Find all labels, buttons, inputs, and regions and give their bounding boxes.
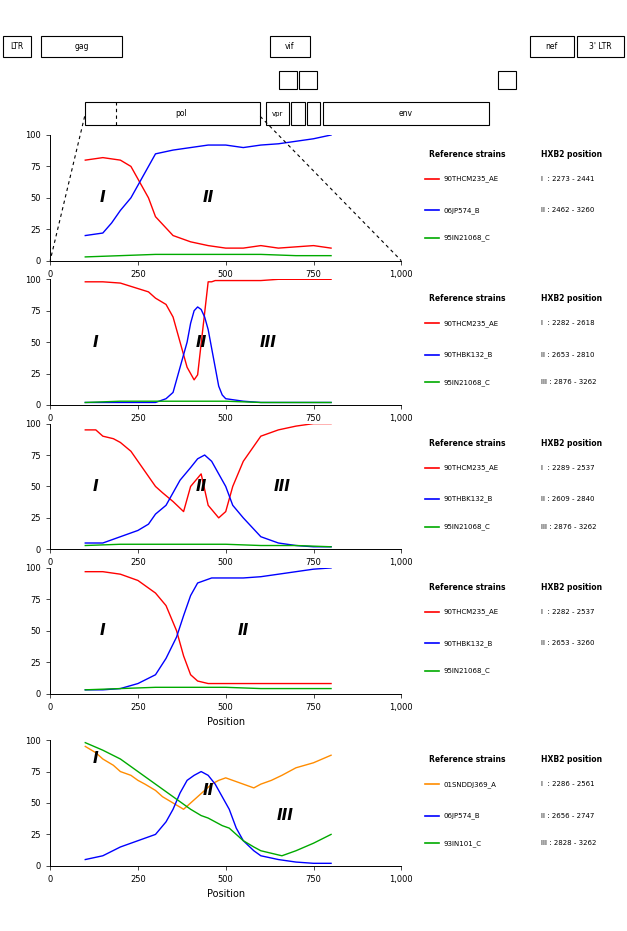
Text: 90THCM235_AE: 90THCM235_AE [443,609,498,615]
Text: HXB2 position: HXB2 position [542,294,603,304]
Text: gag: gag [74,42,89,51]
Bar [291,102,305,125]
Text: II: II [196,479,207,494]
Text: 95IN21068_C: 95IN21068_C [443,523,490,530]
Text: Reference strains: Reference strains [429,439,505,448]
Text: III : 2876 - 3262: III : 2876 - 3262 [542,523,597,530]
X-axis label: Position: Position [207,284,245,294]
X-axis label: Position: Position [207,573,245,583]
Text: vpr: vpr [272,111,283,116]
Text: II : 2656 - 2747: II : 2656 - 2747 [542,813,595,818]
Text: I: I [100,623,105,639]
Text: 95IN21068_C: 95IN21068_C [443,379,490,385]
Bar [3,36,31,57]
Text: 06JP574_B: 06JP574_B [443,207,480,214]
Text: env: env [399,109,413,118]
Text: II : 2653 - 3260: II : 2653 - 3260 [542,641,595,646]
Text: I  : 2289 - 2537: I : 2289 - 2537 [542,465,595,470]
Bar [530,36,574,57]
Text: Reference strains: Reference strains [429,294,505,304]
Text: 3' LTR: 3' LTR [589,42,612,51]
Text: 90THCM235_AE: 90THCM235_AE [443,320,498,327]
Text: II : 2653 - 2810: II : 2653 - 2810 [542,352,595,358]
Text: 95IN21068_C: 95IN21068_C [443,668,490,674]
Text: vif: vif [285,42,295,51]
Text: I: I [93,751,98,766]
Text: 90THCM235_AE: 90THCM235_AE [443,465,498,471]
Text: I: I [93,479,98,494]
Bar [307,102,320,125]
Text: II: II [238,623,249,639]
Text: Reference strains: Reference strains [429,150,505,159]
X-axis label: Position: Position [207,428,245,439]
Text: 90THBK132_B: 90THBK132_B [443,351,493,358]
Text: 90THBK132_B: 90THBK132_B [443,495,493,503]
Text: I  : 2282 - 2618: I : 2282 - 2618 [542,320,595,326]
Bar [299,71,317,89]
Text: HXB2 position: HXB2 position [542,755,603,764]
Bar [323,102,489,125]
Bar [498,71,516,89]
Text: 90THBK132_B: 90THBK132_B [443,640,493,647]
Text: 93IN101_C: 93IN101_C [443,840,482,846]
Text: 95IN21068_C: 95IN21068_C [443,235,490,241]
Text: I  : 2282 - 2537: I : 2282 - 2537 [542,609,595,614]
Text: III : 2876 - 3262: III : 2876 - 3262 [542,379,597,385]
Text: HXB2 position: HXB2 position [542,439,603,448]
Text: Reference strains: Reference strains [429,755,505,764]
Bar [577,36,624,57]
Text: I: I [93,334,98,350]
Text: II: II [196,334,207,350]
Bar [85,102,260,125]
Text: III: III [277,808,294,823]
Text: 90THCM235_AE: 90THCM235_AE [443,176,498,182]
Text: 01SNDDJ369_A: 01SNDDJ369_A [443,781,497,788]
Bar [279,71,297,89]
Text: II : 2609 - 2840: II : 2609 - 2840 [542,496,595,502]
Text: 06JP574_B: 06JP574_B [443,812,480,819]
Text: II : 2462 - 3260: II : 2462 - 3260 [542,208,595,213]
X-axis label: Position: Position [207,889,245,899]
Text: HXB2 position: HXB2 position [542,150,603,159]
Text: III : 2828 - 3262: III : 2828 - 3262 [542,840,597,846]
Bar [266,102,289,125]
Text: III: III [260,334,277,350]
Bar [41,36,122,57]
Text: I  : 2273 - 2441: I : 2273 - 2441 [542,176,595,182]
Text: II: II [203,190,214,206]
Text: II: II [203,783,214,798]
Text: HXB2 position: HXB2 position [542,583,603,592]
Text: nef: nef [545,42,558,51]
Text: I  : 2286 - 2561: I : 2286 - 2561 [542,781,595,787]
Text: I: I [100,190,105,206]
Text: Reference strains: Reference strains [429,583,505,592]
Text: III: III [273,479,290,494]
Bar [270,36,310,57]
X-axis label: Position: Position [207,717,245,727]
Text: pol: pol [176,109,187,118]
Text: LTR: LTR [11,42,24,51]
